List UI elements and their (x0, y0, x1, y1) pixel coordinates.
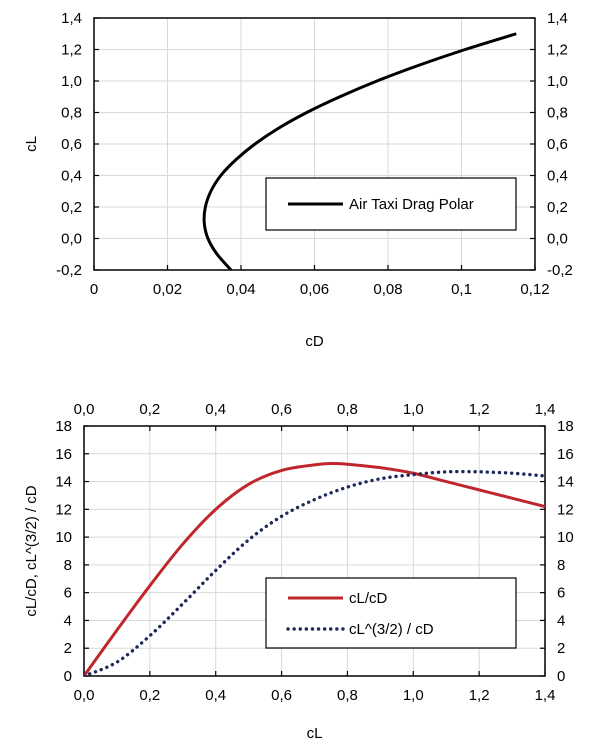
x-tick-label: 0,02 (153, 281, 182, 298)
series-line-1 (202, 32, 517, 270)
x-top-tick-label: 0,6 (271, 401, 292, 418)
y-right-tick-label: 0,8 (547, 105, 568, 122)
drag-polar-chart: 0 0,02 0,04 0,06 0,08 0,1 0,12 -0,2 -0,2 0,0 0,0 0,… (23, 10, 573, 350)
y-tick-label: 0,6 (61, 136, 82, 153)
y-tick-label: 0,2 (61, 199, 82, 216)
series-line-1 (84, 461, 545, 676)
y-tick-label: 12 (55, 501, 72, 518)
x-top-tick-label: 1,0 (403, 401, 424, 418)
y-right-tick-label: 14 (557, 474, 574, 491)
y-tick-label: 10 (55, 529, 72, 546)
x-tick-label: 1,0 (403, 687, 424, 704)
x-tick-label: 0,4 (205, 687, 226, 704)
y-axis-label: cL/cD, cL^(3/2) / cD (23, 485, 40, 616)
x-axis-label: cL (307, 725, 323, 742)
x-tick-label: 0 (90, 281, 98, 298)
x-tick-label: 0,08 (373, 281, 402, 298)
x-tick-label: 0,1 (451, 281, 472, 298)
y-right-tick-label: 0,2 (547, 199, 568, 216)
legend-label-1: Air Taxi Drag Polar (349, 196, 474, 213)
y-right-tick-label: 0,4 (547, 168, 568, 185)
y-right-tick-label: 1,0 (547, 73, 568, 90)
legend-label-2: cL^(3/2) / cD (349, 621, 434, 638)
series-line-2 (84, 469, 545, 676)
y-right-tick-label: 0,0 (547, 231, 568, 248)
y-tick-label: 0 (64, 668, 72, 685)
y-right-tick-label: 1,2 (547, 42, 568, 59)
x-tick-label: 0,12 (520, 281, 549, 298)
x-top-tick-label: 0,8 (337, 401, 358, 418)
x-tick-label: 0,0 (74, 687, 95, 704)
x-tick-label: 0,2 (139, 687, 160, 704)
x-tick-label: 0,6 (271, 687, 292, 704)
y-right-tick-label: 4 (557, 612, 565, 629)
legend-label-1: cL/cD (349, 590, 388, 607)
y-right-tick-label: 8 (557, 557, 565, 574)
y-right-tick-label: 6 (557, 585, 565, 602)
x-tick-label: 1,2 (469, 687, 490, 704)
x-tick-label: 1,4 (535, 687, 556, 704)
y-tick-label: 18 (55, 418, 72, 435)
y-tick-label: 6 (64, 585, 72, 602)
x-tick-label: 0,04 (226, 281, 255, 298)
y-right-tick-label: 0,6 (547, 136, 568, 153)
x-top-tick-label: 0,2 (139, 401, 160, 418)
x-top-tick-label: 1,4 (535, 401, 556, 418)
y-tick-label: 1,4 (61, 10, 82, 27)
x-top-tick-label: 1,2 (469, 401, 490, 418)
x-tick-label: 0,06 (300, 281, 329, 298)
y-tick-label: 1,2 (61, 42, 82, 59)
y-tick-label: 16 (55, 446, 72, 463)
y-right-tick-label: 16 (557, 446, 574, 463)
y-axis-label: cL (23, 136, 40, 152)
x-tick-label: 0,8 (337, 687, 358, 704)
y-tick-label: 0,0 (61, 231, 82, 248)
y-right-tick-label: 12 (557, 501, 574, 518)
y-right-tick-label: 1,4 (547, 10, 568, 27)
x-top-tick-label: 0,4 (205, 401, 226, 418)
y-tick-label: 0,8 (61, 105, 82, 122)
y-tick-label: 8 (64, 557, 72, 574)
y-tick-label: 2 (64, 640, 72, 657)
y-right-tick-label: 10 (557, 529, 574, 546)
y-right-tick-label: 18 (557, 418, 574, 435)
y-right-tick-label: 2 (557, 640, 565, 657)
y-right-tick-label: -0,2 (547, 262, 573, 279)
x-top-tick-label: 0,0 (74, 401, 95, 418)
y-tick-label: 1,0 (61, 73, 82, 90)
x-axis-label: cD (305, 333, 324, 350)
y-right-tick-label: 0 (557, 668, 565, 685)
y-tick-label: -0,2 (56, 262, 82, 279)
y-tick-label: 14 (55, 474, 72, 491)
y-tick-label: 0,4 (61, 168, 82, 185)
plot-frame (83, 425, 546, 677)
legend-box (265, 577, 517, 649)
y-tick-label: 4 (64, 612, 72, 629)
